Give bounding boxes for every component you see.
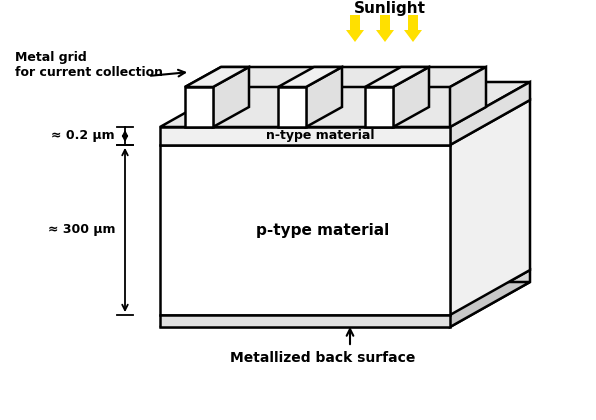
- Text: p-type material: p-type material: [256, 223, 390, 237]
- Text: ≈ 0.2 μm: ≈ 0.2 μm: [51, 129, 115, 142]
- Polygon shape: [185, 67, 486, 87]
- Polygon shape: [450, 270, 530, 327]
- Polygon shape: [278, 87, 306, 127]
- Text: Metal grid
for current collection: Metal grid for current collection: [15, 51, 163, 79]
- Polygon shape: [160, 282, 530, 327]
- Polygon shape: [306, 67, 342, 127]
- FancyArrow shape: [376, 15, 394, 42]
- Polygon shape: [185, 67, 249, 87]
- Polygon shape: [278, 67, 342, 87]
- Polygon shape: [160, 127, 450, 145]
- Polygon shape: [450, 67, 486, 127]
- Polygon shape: [450, 82, 530, 145]
- Polygon shape: [450, 100, 530, 315]
- Polygon shape: [213, 67, 249, 127]
- FancyArrow shape: [346, 15, 364, 42]
- Text: Sunlight: Sunlight: [354, 1, 426, 16]
- Polygon shape: [185, 87, 213, 127]
- Text: Metallized back surface: Metallized back surface: [230, 351, 415, 365]
- Polygon shape: [160, 145, 450, 315]
- Polygon shape: [393, 67, 429, 127]
- Polygon shape: [160, 315, 450, 327]
- FancyArrow shape: [404, 15, 422, 42]
- Text: ≈ 300 μm: ≈ 300 μm: [48, 223, 115, 236]
- Text: n-type material: n-type material: [266, 129, 374, 142]
- Polygon shape: [365, 67, 429, 87]
- Polygon shape: [160, 82, 530, 127]
- Polygon shape: [365, 87, 393, 127]
